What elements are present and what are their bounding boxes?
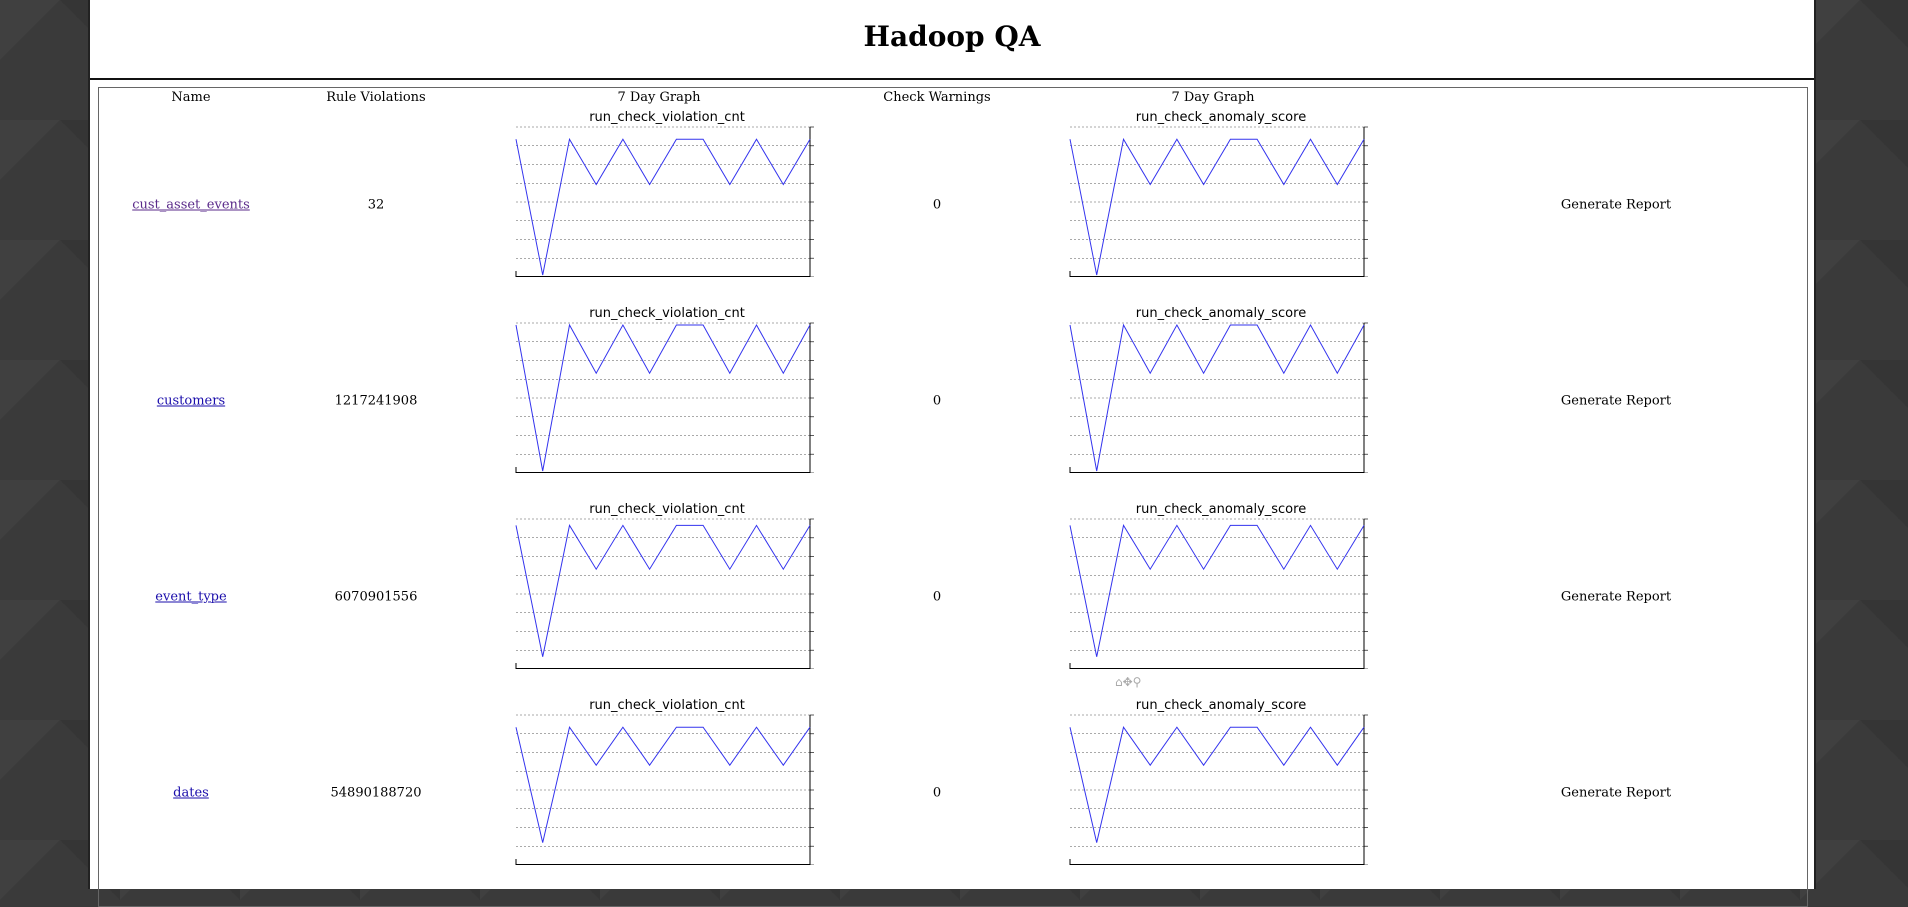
table-name-link[interactable]: dates — [173, 785, 209, 801]
page-title: Hadoop QA — [863, 20, 1041, 53]
rule-violations-value: 1217241908 — [334, 393, 418, 409]
anomaly-chart-plot — [1069, 322, 1368, 473]
chart-title: run_check_violation_cnt — [589, 698, 745, 713]
chart-title: run_check_violation_cnt — [589, 502, 745, 517]
check-warnings-value: 0 — [932, 393, 942, 409]
series-line — [1069, 137, 1365, 276]
anomaly-chart: run_check_anomaly_score — [1068, 502, 1374, 669]
violation-chart: run_check_violation_cnt — [514, 110, 820, 277]
check-warnings-value: 0 — [932, 589, 942, 605]
header-graph-2: 7 Day Graph — [1171, 90, 1255, 105]
chart-title: run_check_violation_cnt — [589, 306, 745, 321]
generate-report-button[interactable]: Generate Report — [1560, 589, 1672, 605]
page-header: Hadoop QA — [90, 0, 1814, 80]
rule-violations-value: 32 — [367, 197, 385, 213]
anomaly-chart-plot — [1069, 518, 1368, 669]
chart-title: run_check_anomaly_score — [1135, 110, 1307, 125]
qa-table: Name Rule Violations 7 Day Graph Check W… — [98, 87, 1808, 907]
rule-violations-value: 6070901556 — [334, 589, 418, 605]
chart-toolbar[interactable]: ⌂✥⚲ — [1115, 675, 1141, 689]
series-line — [1069, 524, 1365, 657]
anomaly-chart: run_check_anomaly_score — [1068, 698, 1374, 865]
series-line — [1069, 725, 1365, 843]
page-container: Hadoop QA Name Rule Violations 7 Day Gra… — [88, 0, 1816, 907]
violation-chart: run_check_violation_cnt — [514, 698, 820, 865]
chart-title: run_check_anomaly_score — [1135, 698, 1307, 713]
table-name-link[interactable]: cust_asset_events — [132, 197, 250, 213]
anomaly-chart-plot — [1069, 714, 1368, 865]
violation-chart-plot — [515, 126, 814, 277]
chart-title: run_check_anomaly_score — [1135, 502, 1307, 517]
generate-report-button[interactable]: Generate Report — [1560, 393, 1672, 409]
anomaly-chart-plot — [1069, 126, 1368, 277]
generate-report-button[interactable]: Generate Report — [1560, 785, 1672, 801]
series-line — [515, 137, 811, 276]
violation-chart-plot — [515, 518, 814, 669]
toolbar-icons[interactable]: ⌂✥⚲ — [1115, 675, 1142, 689]
generate-report-button[interactable]: Generate Report — [1560, 197, 1672, 213]
check-warnings-value: 0 — [932, 197, 942, 213]
series-line — [515, 725, 811, 843]
rule-violations-value: 54890188720 — [330, 785, 422, 801]
table-name-link[interactable]: customers — [156, 393, 226, 409]
anomaly-chart: run_check_anomaly_score — [1068, 306, 1374, 473]
violation-chart-plot — [515, 714, 814, 865]
check-warnings-value: 0 — [932, 785, 942, 801]
series-line — [515, 524, 811, 657]
header-rule-violations: Rule Violations — [326, 90, 426, 105]
violation-chart-plot — [515, 322, 814, 473]
chart-title: run_check_violation_cnt — [589, 110, 745, 125]
anomaly-chart: run_check_anomaly_score — [1068, 110, 1374, 277]
header-check-warnings: Check Warnings — [883, 90, 991, 105]
header-name: Name — [171, 90, 211, 105]
table-name-link[interactable]: event_type — [155, 589, 227, 605]
chart-title: run_check_anomaly_score — [1135, 306, 1307, 321]
violation-chart: run_check_violation_cnt — [514, 306, 820, 473]
header-graph-1: 7 Day Graph — [617, 90, 701, 105]
series-line — [515, 323, 811, 472]
series-line — [1069, 323, 1365, 472]
violation-chart: run_check_violation_cnt — [514, 502, 820, 669]
